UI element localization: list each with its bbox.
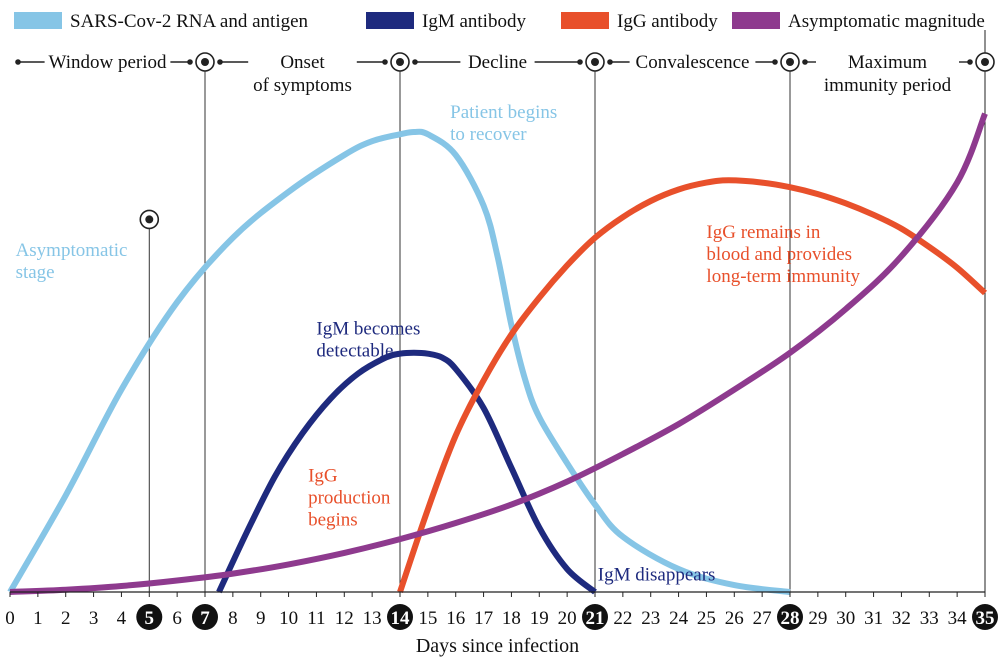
x-tick-label: 12: [335, 608, 354, 629]
x-tick-label: 29: [808, 608, 827, 629]
igm-line: [216, 349, 597, 595]
x-tick-highlight: [972, 604, 998, 630]
rna-antigen-line: [7, 128, 791, 595]
x-tick-label: 3: [89, 608, 99, 629]
x-tick-label: 10: [279, 608, 298, 629]
x-tick-label: 30: [836, 608, 855, 629]
asymptomatic-line: [9, 112, 988, 595]
annotation-igm-disappears: IgM disappears: [598, 565, 716, 586]
x-tick-label: 28: [781, 608, 800, 629]
phase-connector-dot: [967, 59, 973, 65]
x-tick-highlight: [192, 604, 218, 630]
phase-label: Maximum immunity period: [824, 52, 952, 96]
annotation-igm-detectable: IgM becomes detectable: [316, 318, 420, 361]
phase-target-center: [786, 58, 794, 66]
marker-target-center: [145, 215, 154, 224]
x-tick-label: 17: [474, 608, 493, 629]
x-tick-label: 14: [391, 608, 411, 629]
x-tick-label: 15: [418, 608, 437, 629]
x-tick-label: 19: [530, 608, 549, 629]
igg-line: [397, 177, 988, 593]
x-tick-label: 26: [725, 608, 744, 629]
annotation-igg-production: IgG production begins: [308, 466, 391, 531]
phase-label: Window period: [49, 52, 167, 73]
phase-target-center: [396, 58, 404, 66]
x-tick-label: 11: [307, 608, 325, 629]
phase-target-center: [201, 58, 209, 66]
x-tick-label: 32: [892, 608, 911, 629]
x-tick-label: 2: [61, 608, 71, 629]
x-tick-highlight: [582, 604, 608, 630]
x-tick-label: 33: [920, 608, 939, 629]
legend-label: IgG antibody: [617, 11, 718, 32]
phase-connector-dot: [802, 59, 808, 65]
x-tick-label: 7: [200, 608, 210, 629]
x-tick-label: 18: [502, 608, 521, 629]
phase-label: Convalescence: [636, 52, 750, 73]
x-tick-label: 16: [446, 608, 465, 629]
x-tick-label: 21: [586, 608, 605, 629]
phase-connector-dot: [382, 59, 388, 65]
legend-label: IgM antibody: [422, 11, 526, 32]
legend-swatch: [14, 12, 62, 29]
phase-connector-dot: [772, 59, 778, 65]
x-tick-highlight: [136, 604, 163, 630]
phase-connector-dot: [412, 59, 418, 65]
legend-label: Asymptomatic magnitude: [788, 11, 985, 32]
legend-label: SARS-Cov-2 RNA and antigen: [70, 11, 309, 32]
x-tick-label: 27: [753, 608, 772, 629]
x-tick-label: 20: [558, 608, 577, 629]
phase-connector-dot: [217, 59, 223, 65]
x-tick-label: 5: [145, 608, 155, 629]
annotation-asymptomatic-stage: Asymptomatic stage: [16, 240, 128, 283]
x-tick-label: 9: [256, 608, 266, 629]
annotation-patient-recover: Patient begins to recover: [450, 102, 557, 145]
phase-connector-dot: [15, 59, 21, 65]
x-tick-label: 24: [669, 608, 689, 629]
x-tick-label: 6: [172, 608, 182, 629]
phase-connector-dot: [577, 59, 583, 65]
phase-connector-dot: [607, 59, 613, 65]
phase-label: Decline: [468, 52, 527, 73]
x-tick-label: 0: [5, 608, 15, 629]
x-tick-label: 4: [117, 608, 127, 629]
x-tick-label: 13: [363, 608, 382, 629]
x-tick-label: 23: [641, 608, 660, 629]
phase-connector-dot: [187, 59, 193, 65]
x-tick-label: 25: [697, 608, 716, 629]
phase-target-center: [591, 58, 599, 66]
x-axis-label: Days since infection: [416, 635, 579, 657]
phase-target-center: [981, 58, 989, 66]
legend-swatch: [366, 12, 414, 29]
x-tick-label: 1: [33, 608, 43, 629]
legend-swatch: [561, 12, 609, 29]
x-tick-label: 8: [228, 608, 238, 629]
x-tick-highlight: [387, 604, 413, 630]
x-tick-label: 35: [976, 608, 995, 629]
x-tick-label: 22: [613, 608, 632, 629]
x-tick-label: 34: [948, 608, 968, 629]
x-tick-label: 31: [864, 608, 883, 629]
annotation-igg-remains: IgG remains in blood and provides long-ter…: [706, 222, 860, 287]
x-tick-highlight: [777, 604, 803, 630]
phase-label: Onset of symptoms: [253, 52, 352, 96]
legend-swatch: [732, 12, 780, 29]
